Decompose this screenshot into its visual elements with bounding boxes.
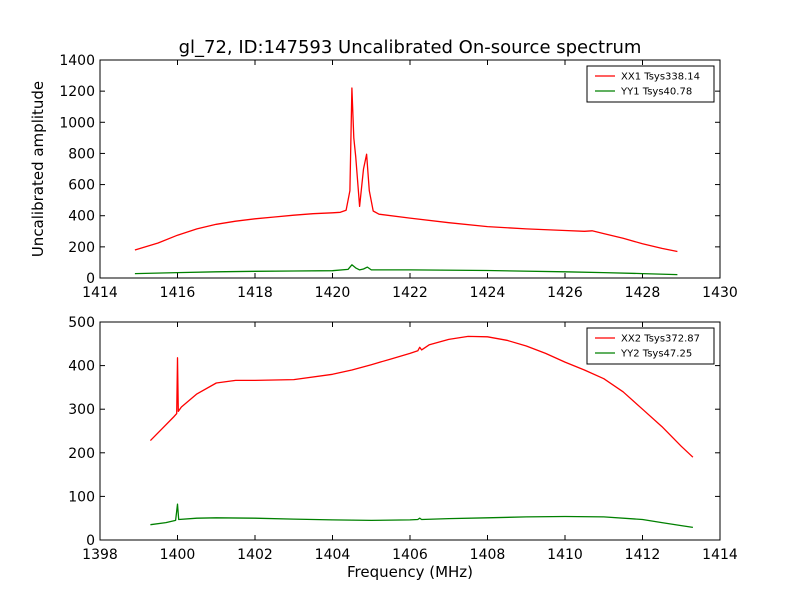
bottom-x-tick-label: 1398 <box>82 547 118 563</box>
bottom-x-tick-label: 1406 <box>392 547 428 563</box>
top-y-axis-label: Uncalibrated amplitude <box>29 81 47 257</box>
bottom-legend-label-1: XX2 Tsys372.87 <box>621 334 700 345</box>
top-y-tick-label: 0 <box>86 271 95 287</box>
top-y-tick-label: 1400 <box>59 53 95 69</box>
bottom-legend-label-2: YY2 Tsys47.25 <box>620 349 692 360</box>
top-x-tick-label: 1422 <box>392 285 428 301</box>
bottom-legend-box <box>586 327 715 365</box>
top-x-tick-label: 1430 <box>702 285 738 301</box>
top-x-tick-label: 1428 <box>625 285 661 301</box>
bottom-y-tick-label: 100 <box>68 489 95 505</box>
bottom-x-tick-label: 1402 <box>237 547 273 563</box>
chart-title: gl_72, ID:147593 Uncalibrated On-source … <box>179 37 642 58</box>
top-axes-frame <box>99 59 721 279</box>
top-legend-box <box>586 65 715 103</box>
top-x-tick-label: 1416 <box>160 285 196 301</box>
bottom-x-tick-label: 1408 <box>470 547 506 563</box>
bottom-y-tick-label: 200 <box>68 446 95 462</box>
bottom-x-tick-label: 1414 <box>702 547 738 563</box>
top-series-line-1 <box>134 87 678 253</box>
bottom-series-line-2 <box>150 503 693 529</box>
panel-top: 1414 1416 1418 1420 1422 1424 1426 1428 1430 0 200… <box>29 53 738 301</box>
top-y-tick-label: 200 <box>68 240 95 256</box>
panel-bottom: 1398 1400 1402 1404 1406 1408 1410 1412 1414 0 100… <box>68 315 738 581</box>
top-y-tick-label: 400 <box>68 209 95 225</box>
top-legend-label-1: XX1 Tsys338.14 <box>621 72 700 83</box>
bottom-axes-frame <box>99 321 721 541</box>
top-x-tick-label: 1414 <box>82 285 118 301</box>
top-y-tick-label: 800 <box>68 146 95 162</box>
bottom-series-line-1 <box>149 335 694 458</box>
bottom-y-tick-label: 500 <box>68 315 95 331</box>
bottom-x-tick-label: 1410 <box>547 547 583 563</box>
top-y-tick-label: 600 <box>68 178 95 194</box>
bottom-y-tick-label: 0 <box>86 533 95 549</box>
top-y-tick-label: 1000 <box>59 115 95 131</box>
top-x-tick-label: 1426 <box>547 285 583 301</box>
bottom-y-tick-label: 300 <box>68 402 95 418</box>
top-series-line-2 <box>134 264 678 276</box>
bottom-x-tick-label: 1400 <box>160 547 196 563</box>
bottom-x-tick-label: 1404 <box>315 547 351 563</box>
top-legend-label-2: YY1 Tsys40.78 <box>620 87 692 98</box>
top-x-tick-label: 1424 <box>470 285 506 301</box>
top-x-tick-label: 1418 <box>237 285 273 301</box>
bottom-x-axis-label: Frequency (MHz) <box>347 563 473 581</box>
top-y-tick-label: 1200 <box>59 84 95 100</box>
top-x-tick-label: 1420 <box>315 285 351 301</box>
bottom-y-tick-label: 400 <box>68 359 95 375</box>
bottom-x-tick-label: 1412 <box>625 547 661 563</box>
